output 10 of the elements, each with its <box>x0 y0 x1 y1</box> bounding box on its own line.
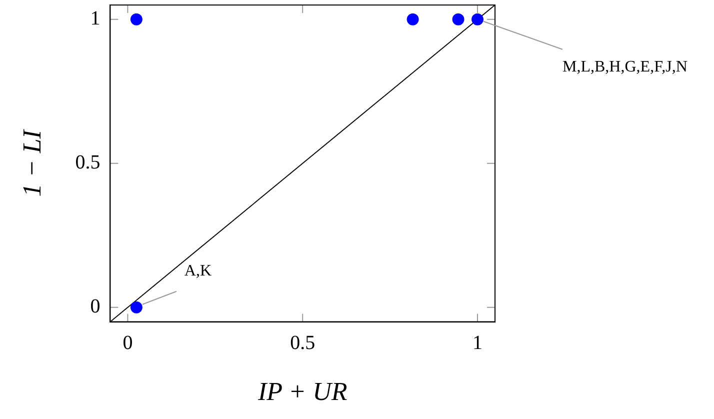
x-tick-label: 0 <box>122 332 133 354</box>
x-tick-label: 0.5 <box>290 332 316 354</box>
y-tick-label: 1 <box>90 8 100 30</box>
x-tick-label: 1 <box>472 332 483 354</box>
annotation: A,K <box>184 262 212 280</box>
annotation: M,L,B,H,G,E,F,J,N <box>562 58 688 76</box>
y-tick-label: 0 <box>90 296 100 318</box>
y-axis-title: 1 − LI <box>17 128 46 197</box>
x-axis-title: IP + UR <box>256 377 348 406</box>
y-tick-label: 0.5 <box>75 152 100 174</box>
